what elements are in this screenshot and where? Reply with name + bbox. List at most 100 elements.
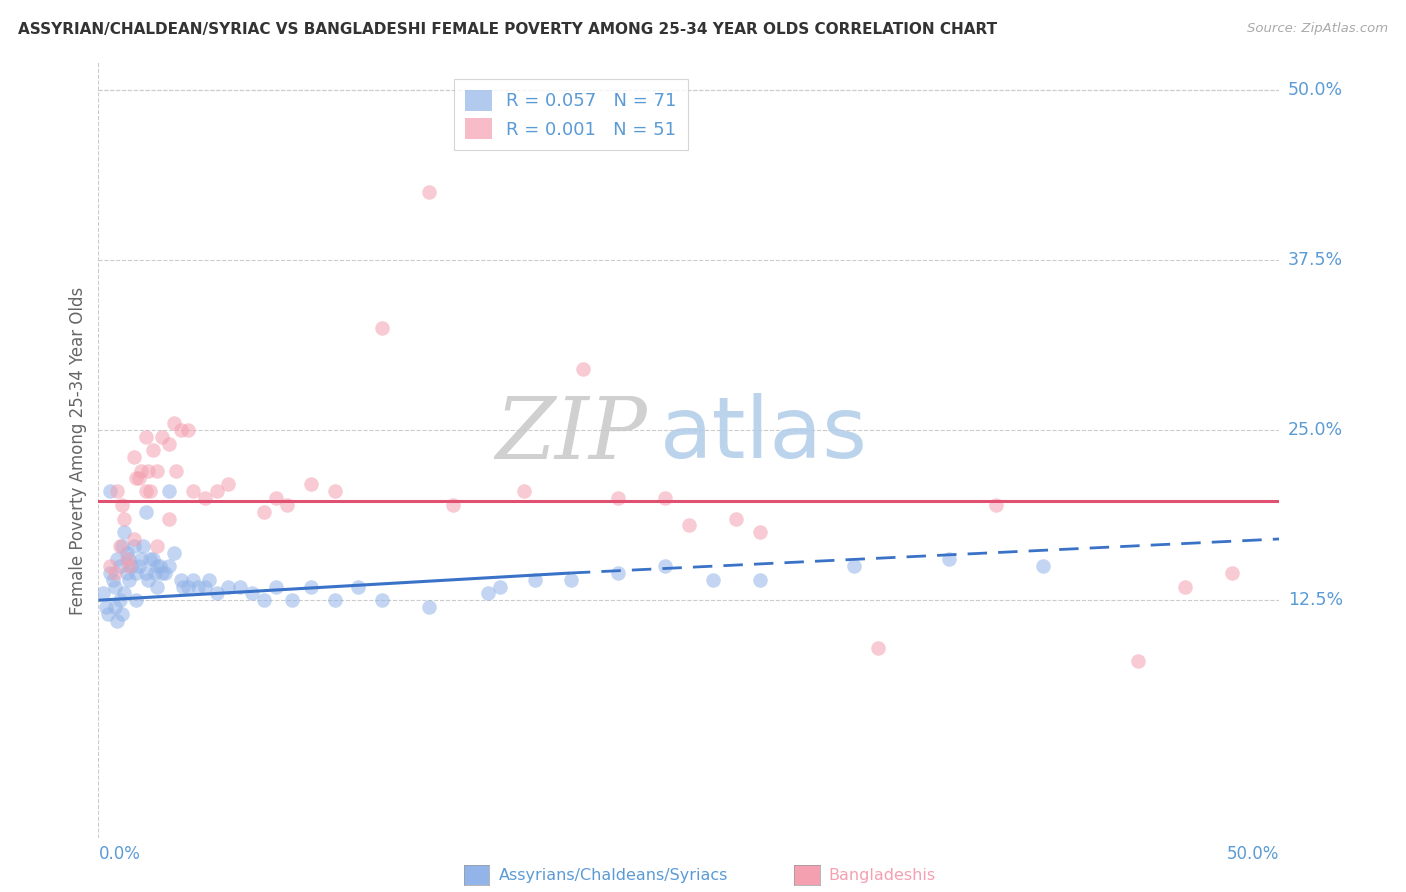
Point (524, 573, 547, 587)
Point (264, 580, 287, 594)
Point (115, 566, 138, 580)
Point (281, 593, 304, 607)
Point (111, 498, 134, 512)
Point (105, 484, 128, 499)
Point (112, 511, 135, 525)
Point (177, 580, 200, 594)
Point (157, 484, 180, 499)
Point (654, 559, 676, 574)
Point (187, 580, 209, 594)
Point (146, 464, 169, 478)
Point (128, 471, 150, 485)
Point (418, 185, 440, 199)
Point (560, 573, 582, 587)
Point (240, 586, 263, 600)
Point (112, 586, 135, 600)
Point (153, 566, 176, 580)
Text: 0.0%: 0.0% (98, 846, 141, 863)
Point (725, 511, 748, 525)
Point (135, 484, 157, 499)
Point (129, 464, 152, 478)
Point (115, 545, 138, 559)
Point (654, 491, 676, 505)
Point (146, 559, 169, 574)
Point (122, 539, 145, 553)
Point (1220, 566, 1243, 580)
Point (607, 566, 630, 580)
Point (264, 491, 287, 505)
Point (441, 498, 464, 512)
Point (1032, 559, 1054, 574)
Point (125, 471, 148, 485)
Point (748, 525, 770, 540)
Text: 50.0%: 50.0% (1288, 80, 1343, 99)
Point (142, 443, 165, 458)
Point (678, 518, 700, 533)
Point (177, 423, 200, 437)
Point (118, 552, 141, 566)
Text: 37.5%: 37.5% (1288, 251, 1343, 268)
Point (205, 484, 228, 499)
Point (205, 586, 228, 600)
Point (157, 436, 180, 450)
Point (150, 566, 173, 580)
Point (253, 505, 276, 519)
Point (108, 539, 131, 553)
Point (105, 614, 128, 628)
Point (1174, 580, 1197, 594)
Text: ASSYRIAN/CHALDEAN/SYRIAC VS BANGLADESHI FEMALE POVERTY AMONG 25-34 YEAR OLDS COR: ASSYRIAN/CHALDEAN/SYRIAC VS BANGLADESHI … (18, 22, 997, 37)
Point (111, 539, 134, 553)
Text: Source: ZipAtlas.com: Source: ZipAtlas.com (1247, 22, 1388, 36)
Point (477, 586, 499, 600)
Point (129, 552, 152, 566)
Point (121, 559, 143, 574)
Point (371, 593, 394, 607)
Point (347, 580, 370, 594)
Point (122, 450, 145, 465)
Point (91, 586, 114, 600)
Point (125, 593, 148, 607)
Text: 12.5%: 12.5% (1288, 591, 1343, 609)
Point (104, 580, 127, 594)
Point (150, 430, 173, 444)
Legend: R = 0.057   N = 71, R = 0.001   N = 51: R = 0.057 N = 71, R = 0.001 N = 51 (454, 79, 688, 150)
Point (136, 464, 159, 478)
Y-axis label: Female Poverty Among 25-34 Year Olds: Female Poverty Among 25-34 Year Olds (69, 286, 87, 615)
Point (276, 498, 298, 512)
Point (299, 580, 322, 594)
Point (118, 573, 141, 587)
Point (229, 580, 252, 594)
Point (181, 573, 204, 587)
Point (108, 559, 131, 574)
Point (418, 600, 440, 615)
Point (198, 573, 221, 587)
Point (94, 600, 117, 615)
Point (115, 552, 138, 566)
Point (163, 416, 186, 430)
Point (157, 511, 180, 525)
Point (323, 593, 346, 607)
Point (135, 566, 157, 580)
Point (181, 484, 204, 499)
Point (98, 566, 121, 580)
Point (489, 580, 512, 594)
Point (748, 573, 770, 587)
Point (607, 491, 630, 505)
Point (1126, 655, 1149, 669)
Text: 25.0%: 25.0% (1288, 421, 1343, 439)
Point (299, 477, 322, 491)
Text: Bangladeshis: Bangladeshis (828, 868, 935, 882)
Point (104, 600, 127, 615)
Point (135, 505, 157, 519)
Point (157, 559, 180, 574)
Point (104, 566, 127, 580)
Point (194, 580, 217, 594)
Point (139, 552, 162, 566)
Point (253, 593, 276, 607)
Point (866, 640, 889, 655)
Point (217, 477, 239, 491)
Point (118, 559, 141, 574)
Point (146, 580, 169, 594)
Point (702, 573, 724, 587)
Point (143, 566, 166, 580)
